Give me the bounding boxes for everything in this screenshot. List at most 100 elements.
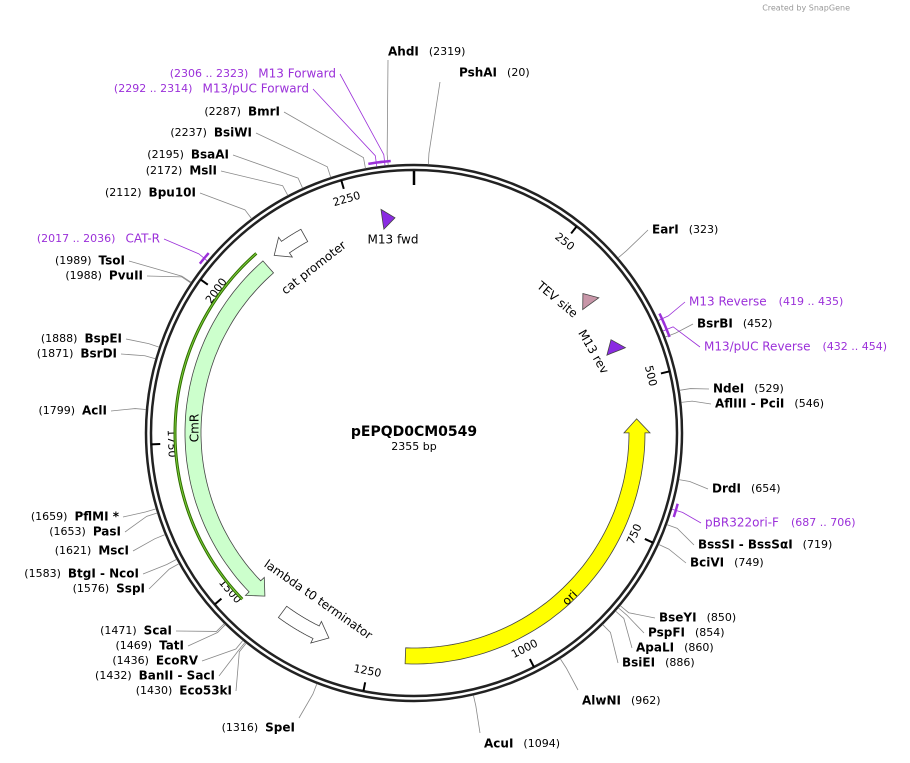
primer-range: (419 .. 435) <box>779 295 844 308</box>
enzyme-name: BspEI <box>84 332 122 346</box>
enzyme-name: BciVI <box>690 556 724 570</box>
enzyme-position: (323) <box>689 223 719 236</box>
ring-tick-label: 1250 <box>352 662 382 680</box>
enzyme-position: (1430) <box>136 684 173 697</box>
enzyme-position: (1888) <box>41 332 78 345</box>
enzyme-leader <box>283 111 366 169</box>
ring-tick <box>199 278 209 286</box>
enzyme-position: (860) <box>684 641 714 654</box>
enzyme-leader <box>148 563 180 590</box>
enzyme-position: (20) <box>507 66 530 79</box>
enzyme-name: Eco53kI <box>179 684 232 698</box>
enzyme-leader <box>618 607 645 634</box>
credit: Created by SnapGene <box>762 4 850 13</box>
enzyme-position: (529) <box>754 382 784 395</box>
enzyme-position: (2112) <box>105 186 142 199</box>
ring-tick-label: 2250 <box>331 189 362 209</box>
enzyme-leader <box>120 353 156 360</box>
enzyme-leader <box>132 534 166 552</box>
enzyme-position: (1316) <box>222 721 259 734</box>
primer-range: (2292 .. 2314) <box>114 82 193 95</box>
enzyme-leader <box>122 508 157 518</box>
enzyme-leader <box>473 695 481 734</box>
enzyme-position: (2172) <box>146 164 183 177</box>
enzyme-name: EarI <box>652 223 679 237</box>
enzyme-position: (1583) <box>24 567 61 580</box>
enzyme-name: BssSI - BssSαI <box>698 538 793 552</box>
enzyme-position: (1659) <box>31 510 68 523</box>
enzyme-position: (1621) <box>55 544 92 557</box>
enzyme-name: BsrDI <box>80 347 117 361</box>
feature-arrow <box>184 260 275 597</box>
enzyme-position: (1094) <box>523 737 560 750</box>
primer-range: (2017 .. 2036) <box>37 232 116 245</box>
enzyme-leader <box>559 658 579 691</box>
primer-leader <box>339 73 386 166</box>
feature-arrow <box>277 605 330 644</box>
enzyme-position: (1989) <box>55 254 92 267</box>
enzyme-leader <box>620 605 656 619</box>
ring-tick-label: 250 <box>552 230 577 253</box>
enzyme-position: (1653) <box>49 525 86 538</box>
plasmid-name: pEPQD0CM0549 <box>351 424 477 440</box>
primer-name: CAT-R <box>125 232 160 246</box>
enzyme-position: (854) <box>695 626 725 639</box>
enzyme-name: BsaAI <box>191 148 229 162</box>
enzyme-position: (719) <box>803 538 833 551</box>
enzyme-position: (2319) <box>429 45 466 58</box>
enzyme-leader <box>255 132 332 178</box>
enzyme-leader <box>199 192 252 219</box>
enzyme-leader <box>427 81 441 165</box>
primer-leader <box>312 88 378 167</box>
feature-label: M13 rev <box>575 327 611 376</box>
enzyme-leader <box>679 388 710 391</box>
enzyme-position: (749) <box>734 556 764 569</box>
enzyme-leader <box>201 640 244 662</box>
enzyme-leader <box>175 623 225 632</box>
primer-name: M13 Reverse <box>689 295 767 309</box>
enzyme-name: EcoRV <box>156 654 199 668</box>
enzyme-position: (1799) <box>38 404 75 417</box>
enzyme-position: (1436) <box>112 654 149 667</box>
primer-range: (2306 .. 2323) <box>170 67 249 80</box>
plasmid-length: 2355 bp <box>391 440 436 453</box>
feature-label: CmR <box>188 414 202 442</box>
enzyme-name: AcuI <box>484 737 513 751</box>
enzyme-position: (1988) <box>65 269 102 282</box>
enzyme-name: AlwNI <box>582 694 621 708</box>
enzyme-position: (962) <box>631 694 661 707</box>
enzyme-position: (1469) <box>115 639 152 652</box>
primer-name: M13/pUC Forward <box>202 82 309 96</box>
enzyme-position: (850) <box>707 611 737 624</box>
enzyme-leader <box>298 683 318 719</box>
enzyme-leader <box>124 512 158 533</box>
feature-arrow <box>404 418 651 665</box>
ring-tick-label: 2000 <box>203 276 230 306</box>
enzyme-position: (2287) <box>204 105 241 118</box>
feature-arrow <box>380 208 396 231</box>
feature-arrow <box>273 228 309 258</box>
ring-tick <box>660 370 670 375</box>
enzyme-name: BmrI <box>248 105 280 119</box>
feature-label: TEV site <box>533 278 580 321</box>
enzyme-name: BsiEI <box>622 656 655 670</box>
feature-arrow <box>606 339 627 356</box>
enzyme-name: SpeI <box>265 721 295 735</box>
enzyme-name: PasI <box>93 525 121 539</box>
enzyme-leader <box>218 642 246 677</box>
primer-range: (432 .. 454) <box>823 340 888 353</box>
enzyme-leader <box>678 479 709 490</box>
enzyme-leader <box>232 154 303 189</box>
enzyme-position: (1871) <box>37 347 74 360</box>
enzyme-position: (1576) <box>73 582 110 595</box>
orf-line-inner <box>174 253 257 600</box>
enzyme-name: SspI <box>116 582 145 596</box>
primer-leader <box>671 508 702 524</box>
enzyme-position: (546) <box>794 397 824 410</box>
enzyme-name: BsiWI <box>214 126 252 140</box>
ring-tick-label: 500 <box>642 364 660 387</box>
enzyme-name: ApaLI <box>636 641 674 655</box>
enzyme-leader <box>602 624 619 664</box>
enzyme-name: BanII - SacI <box>139 669 215 683</box>
